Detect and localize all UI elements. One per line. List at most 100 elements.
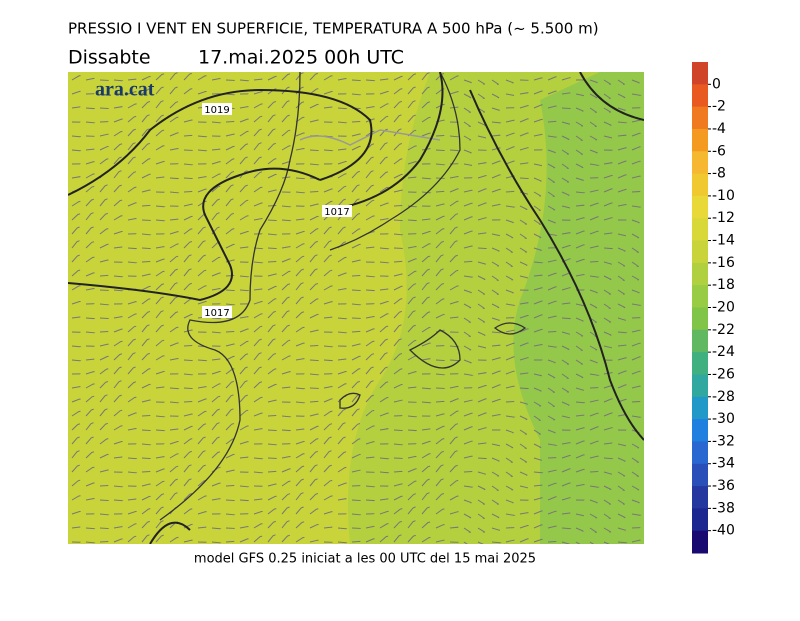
wind-barb — [100, 290, 108, 291]
wind-barb — [352, 122, 360, 123]
colorbar-segment — [692, 285, 708, 308]
wind-barb — [436, 191, 444, 192]
wind-barb — [590, 472, 598, 473]
colorbar-label: -34 — [712, 456, 735, 472]
wind-barb — [184, 135, 192, 136]
colorbar-segment — [692, 464, 708, 487]
colorbar-segment — [692, 151, 708, 174]
wind-barb — [408, 402, 416, 403]
wind-barb — [100, 275, 108, 276]
wind-barb — [548, 332, 556, 333]
colorbar-segment — [692, 486, 708, 509]
wind-barb — [86, 136, 94, 137]
wind-barb — [100, 332, 108, 333]
colorbar-label: 0 — [712, 76, 721, 92]
colorbar-label: -2 — [712, 99, 726, 115]
wind-barb — [394, 206, 402, 207]
wind-barb — [310, 388, 318, 389]
wind-barb — [352, 331, 360, 332]
colorbar-segment — [692, 129, 708, 152]
wind-barb — [632, 402, 640, 403]
colorbar-segment — [692, 107, 708, 130]
wind-barb — [268, 206, 276, 207]
wind-barb — [310, 401, 318, 402]
wind-barb — [450, 542, 458, 543]
colorbar-segment — [692, 308, 708, 331]
colorbar-label: -26 — [712, 366, 735, 382]
wind-barb — [268, 458, 276, 459]
wind-barb — [226, 80, 234, 81]
colorbar-segment — [692, 218, 708, 241]
colorbar-label: -30 — [712, 411, 735, 427]
colorbar-label: -4 — [712, 121, 726, 137]
colorbar-segment — [692, 263, 708, 286]
wind-barb — [310, 192, 318, 193]
wind-barb — [268, 262, 276, 263]
colorbar-label: -10 — [712, 188, 735, 204]
colorbar-segment — [692, 419, 708, 442]
colorbar-label: -20 — [712, 300, 735, 316]
isobar-label: 1019 — [204, 105, 229, 116]
colorbar-label: -18 — [712, 277, 735, 293]
wind-barb — [226, 122, 234, 123]
wind-barb — [590, 262, 598, 263]
map: 1019 1017 1017 ara.cat — [68, 72, 644, 547]
wind-barb — [436, 401, 444, 402]
wind-barb — [184, 192, 192, 193]
wind-barb — [142, 416, 150, 417]
colorbar-segment — [692, 374, 708, 397]
colorbar-label: -22 — [712, 322, 735, 338]
colorbar-label: -28 — [712, 389, 735, 405]
colorbar-label: -6 — [712, 143, 726, 159]
wind-barb — [464, 472, 472, 473]
wind-barb — [352, 318, 360, 319]
logo: ara.cat — [95, 79, 155, 101]
colorbar-label: -40 — [712, 523, 735, 539]
colorbar-segment — [692, 531, 708, 554]
wind-barb — [548, 121, 556, 122]
wind-barb — [464, 261, 472, 262]
wind-barb — [436, 136, 444, 137]
wind-barb — [142, 220, 150, 221]
footer: model GFS 0.25 iniciat a les 00 UTC del … — [194, 552, 536, 567]
colorbar-segment — [692, 84, 708, 107]
wind-barb — [394, 458, 402, 459]
wind-barb — [478, 150, 486, 151]
wind-barb — [184, 346, 192, 347]
wind-barb — [520, 80, 528, 81]
day: Dissabte — [68, 47, 151, 69]
wind-barb — [352, 528, 360, 529]
wind-barb — [366, 472, 374, 473]
colorbar-segment — [692, 441, 708, 464]
wind-barb — [352, 276, 360, 277]
title: PRESSIO I VENT EN SUPERFICIE, TEMPERATUR… — [68, 20, 599, 38]
wind-barb — [548, 542, 556, 543]
wind-barb — [506, 191, 514, 192]
colorbar-segment — [692, 196, 708, 219]
wind-barb — [268, 416, 276, 417]
colorbar-segment — [692, 397, 708, 420]
wind-barb — [436, 388, 444, 389]
colorbar-segment — [692, 62, 708, 85]
wind-barb — [142, 262, 150, 263]
wind-barb — [310, 346, 318, 347]
colorbar-label: -32 — [712, 433, 735, 449]
wind-barb — [100, 486, 108, 487]
colorbar-segment — [692, 352, 708, 375]
wind-barb — [226, 486, 234, 487]
wind-barb — [226, 528, 234, 529]
wind-barb — [142, 472, 150, 473]
wind-barb — [184, 402, 192, 403]
colorbar-segment — [692, 508, 708, 531]
colorbar-segment — [692, 330, 708, 353]
colorbar-label: -14 — [712, 233, 735, 249]
colorbar-segment — [692, 174, 708, 197]
wind-barb — [100, 542, 108, 543]
date: 17.mai.2025 00h UTC — [198, 47, 404, 69]
wind-barb — [184, 150, 192, 151]
wind-barb — [142, 205, 150, 206]
wind-barb — [394, 261, 402, 262]
wind-barb — [268, 471, 276, 472]
isobar-label: 1017 — [324, 207, 349, 218]
